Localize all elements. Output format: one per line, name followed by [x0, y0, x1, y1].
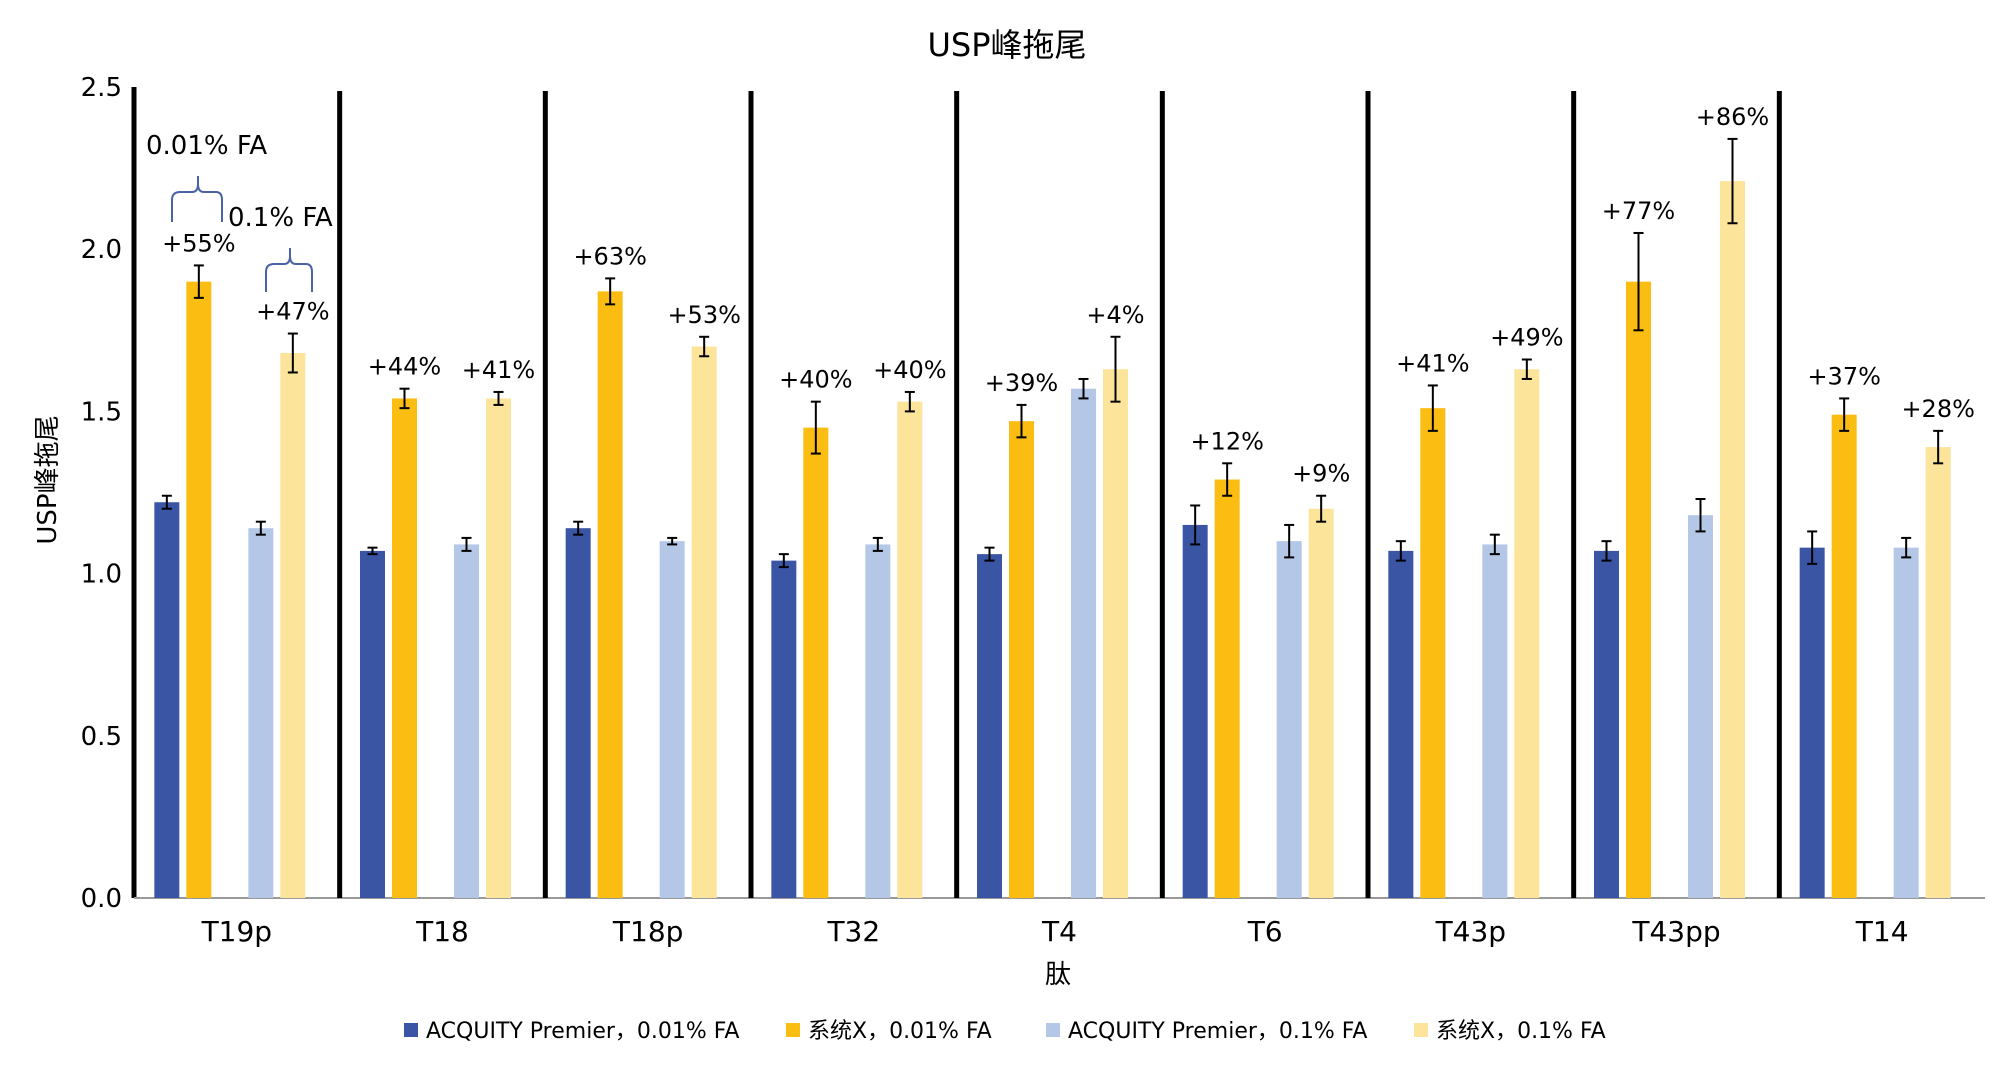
x-tick-label: T4 — [1041, 915, 1077, 948]
data-label: +40% — [873, 356, 946, 384]
data-label: +39% — [985, 369, 1058, 397]
bar — [1420, 408, 1446, 898]
bar — [897, 401, 923, 898]
data-label: +41% — [1396, 349, 1469, 377]
y-tick-label: 1.5 — [81, 397, 122, 427]
x-tick-label: T43pp — [1631, 915, 1720, 948]
plot-area: 0.0 0.5 1.0 1.5 2.0 2.5 +55% +47% T19p +44% +41% T1… — [81, 73, 1985, 948]
y-tick-label: 2.5 — [81, 73, 122, 103]
bar — [360, 550, 385, 898]
bar — [691, 346, 717, 898]
bar — [1103, 369, 1128, 898]
bar — [1720, 181, 1745, 899]
legend-label: 系统X，0.01% FA — [808, 1019, 992, 1044]
bar — [977, 554, 1002, 898]
bar — [280, 353, 306, 898]
bar — [1688, 515, 1713, 898]
bar — [803, 427, 829, 898]
annotation-brace — [171, 176, 223, 222]
bar — [1514, 369, 1540, 898]
x-tick-label: T43p — [1435, 915, 1507, 948]
x-tick-label: T18 — [415, 915, 469, 948]
legend-label: ACQUITY Premier，0.1% FA — [1068, 1019, 1367, 1044]
annotation-label: 0.1% FA — [228, 203, 333, 233]
data-label: +44% — [368, 353, 441, 381]
x-tick-label: T32 — [826, 915, 880, 948]
y-tick-label: 2.0 — [81, 235, 122, 265]
x-tick-label: T18p — [612, 915, 684, 948]
legend-swatch — [1414, 1023, 1428, 1037]
bar — [1009, 421, 1034, 898]
data-label: +77% — [1602, 197, 1675, 225]
bar — [248, 528, 274, 898]
data-label: +49% — [1490, 323, 1563, 351]
x-tick-label: T14 — [1855, 915, 1909, 948]
data-label: +4% — [1086, 301, 1144, 329]
bar — [392, 398, 417, 898]
chart-title: USP峰拖尾 — [927, 26, 1086, 64]
bar — [1071, 388, 1096, 898]
data-label: +12% — [1190, 427, 1263, 455]
data-label: +40% — [779, 366, 852, 394]
data-label: +28% — [1901, 395, 1974, 423]
bar — [154, 502, 180, 898]
bar — [1594, 550, 1619, 898]
data-label: +47% — [256, 298, 329, 326]
bar — [1182, 524, 1208, 898]
bar — [597, 291, 623, 898]
legend-label: ACQUITY Premier，0.01% FA — [426, 1019, 739, 1044]
bar — [1799, 547, 1825, 898]
legend-swatch — [786, 1023, 800, 1037]
legend-swatch — [1046, 1023, 1060, 1037]
x-tick-label: T19p — [201, 915, 273, 948]
bar — [186, 281, 212, 898]
bar — [771, 560, 797, 898]
data-label: +86% — [1696, 103, 1769, 131]
bar — [1482, 544, 1508, 898]
legend-label: 系统X，0.1% FA — [1436, 1019, 1606, 1044]
data-label: +63% — [573, 242, 646, 270]
bar — [486, 398, 511, 898]
y-tick-label: 0.5 — [81, 722, 122, 752]
x-axis-label: 肽 — [1045, 960, 1071, 990]
x-tick-label: T6 — [1247, 915, 1283, 948]
bar — [1893, 547, 1919, 898]
bar — [659, 541, 685, 898]
bar — [454, 544, 479, 898]
bar — [1276, 541, 1302, 898]
data-label: +9% — [1292, 460, 1350, 488]
annotation-brace — [265, 248, 313, 292]
data-label: +55% — [162, 229, 235, 257]
data-label: +53% — [667, 301, 740, 329]
legend: ACQUITY Premier，0.01% FA 系统X，0.01% FA ACQU… — [404, 1019, 1606, 1044]
bar — [1214, 479, 1240, 898]
y-tick-label: 0.0 — [81, 884, 122, 914]
y-tick-label: 1.0 — [81, 560, 122, 590]
data-label: +41% — [462, 356, 535, 384]
annotation-label: 0.01% FA — [146, 131, 267, 161]
bar — [1626, 281, 1651, 898]
legend-swatch — [404, 1023, 418, 1037]
bar — [1831, 414, 1857, 898]
bar — [865, 544, 891, 898]
bar — [1388, 550, 1414, 898]
data-label: +37% — [1807, 362, 1880, 390]
bar — [1925, 447, 1951, 898]
y-axis-label: USP峰拖尾 — [33, 415, 63, 544]
bar — [565, 528, 591, 898]
bar — [1308, 508, 1334, 898]
